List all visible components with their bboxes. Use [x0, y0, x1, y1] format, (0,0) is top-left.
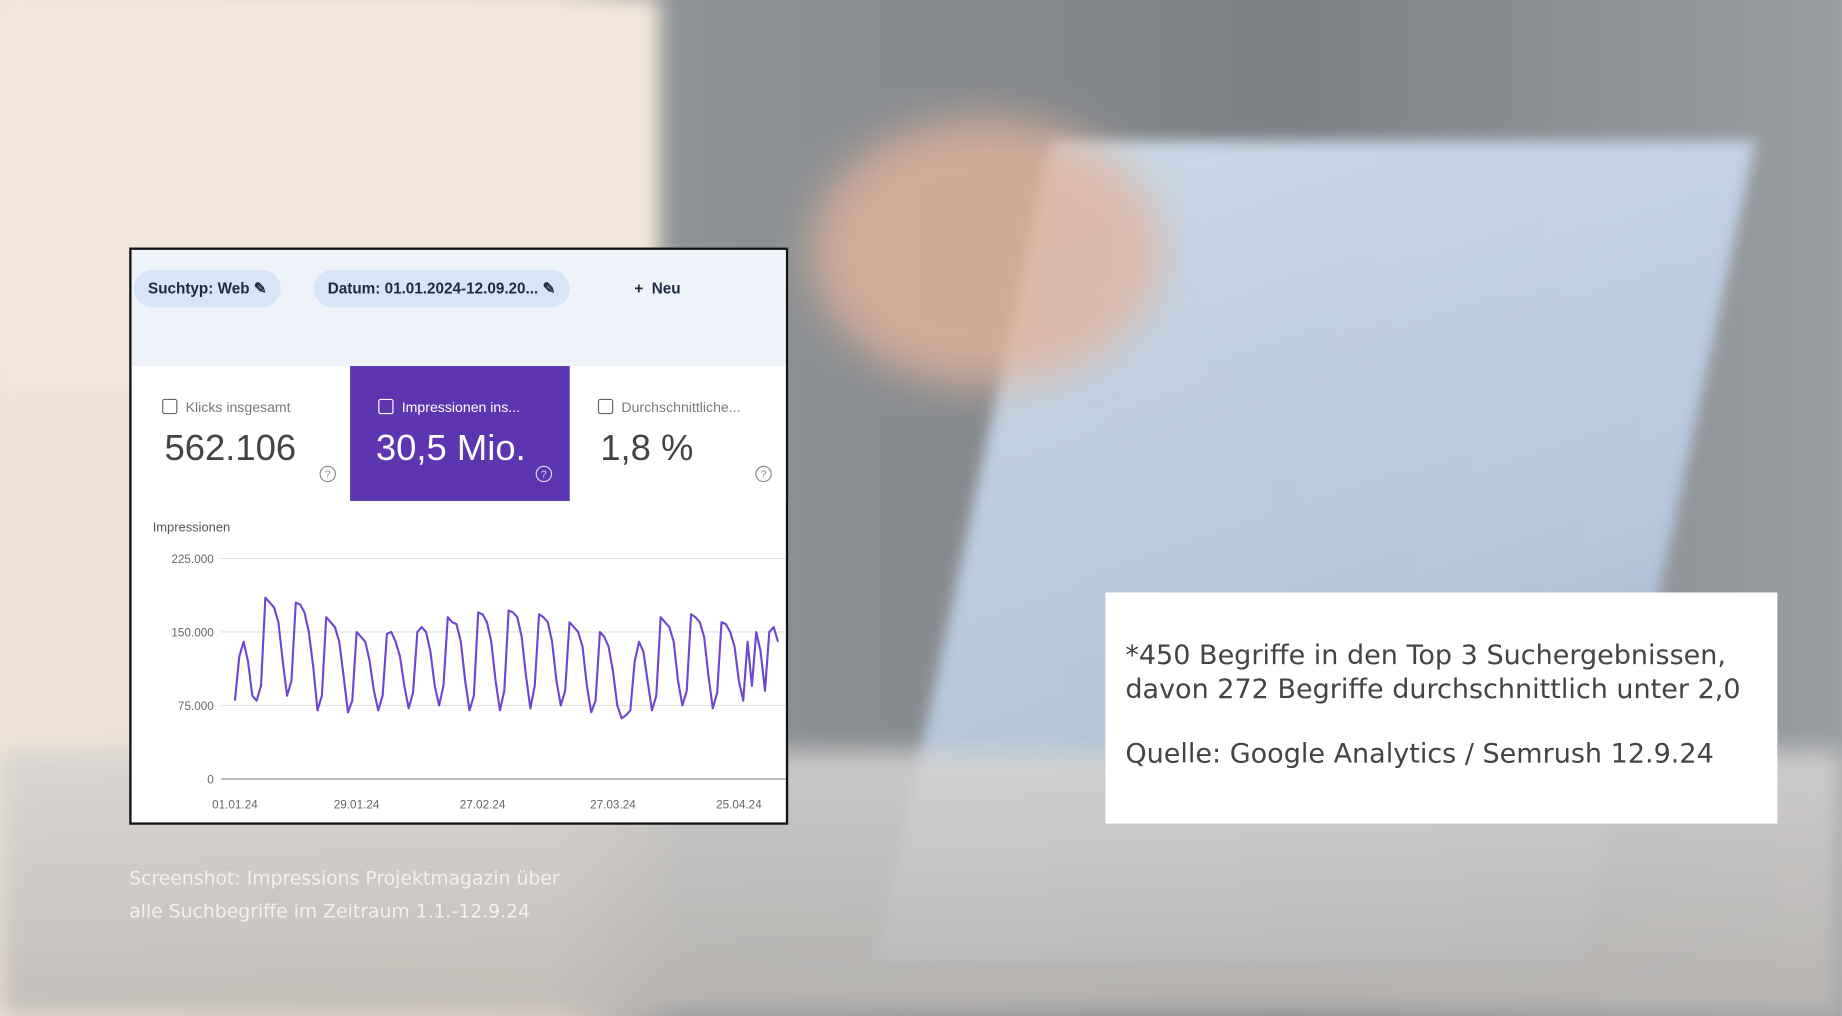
x-tick-label: 25.04.24 [716, 798, 762, 811]
slide: Suchtyp: Web ✎ Datum: 01.01.2024-12.09.2… [0, 0, 1842, 1016]
info-source: Quelle: Google Analytics / Semrush 12.9.… [1125, 739, 1713, 770]
chart: Impressionen 0 75.000 150.000 225.000 01.01.… [132, 506, 786, 823]
info-line: *450 Begriffe in den Top 3 Suchergebniss… [1125, 639, 1740, 673]
x-tick-label: 27.03.24 [590, 798, 636, 811]
screenshot: Suchtyp: Web ✎ Datum: 01.01.2024-12.09.2… [129, 248, 788, 825]
help-icon[interactable]: ? [320, 466, 336, 482]
help-icon[interactable]: ? [536, 466, 552, 482]
data-line [235, 598, 778, 719]
info-box: *450 Begriffe in den Top 3 Suchergebniss… [1105, 592, 1777, 823]
filter-chip[interactable]: Datum: 01.01.2024-12.09.20... ✎ [314, 270, 570, 308]
metric-label: Klicks insgesamt [186, 399, 291, 415]
metric-value: 30,5 Mio. [376, 427, 526, 469]
metric-value: 1,8 % [600, 427, 693, 469]
filter-text: Suchtyp: Web [148, 279, 250, 297]
x-tick-label: 01.01.24 [212, 798, 258, 811]
metric-value: 562.106 [164, 427, 296, 469]
filter-chip[interactable]: Suchtyp: Web ✎ [134, 270, 281, 308]
y-tick-label: 75.000 [178, 700, 214, 713]
y-axis-title: Impressionen [153, 519, 231, 534]
metric-card[interactable]: Durchschnittliche... 1,8 % ? [570, 366, 786, 501]
x-tick-label: 29.01.24 [334, 798, 380, 811]
caption: Screenshot: Impressions Projektmagazin ü… [129, 862, 559, 928]
page: Suchtyp: Web ✎ Datum: 01.01.2024-12.09.2… [0, 0, 1842, 1016]
info-text: *450 Begriffe in den Top 3 Suchergebniss… [1125, 639, 1740, 707]
metric-label: Impressionen ins... [402, 399, 520, 415]
new-text: Neu [652, 279, 681, 297]
new-filter[interactable]: + Neu [634, 270, 680, 308]
x-tick-label: 27.02.24 [460, 798, 506, 811]
caption-line: Screenshot: Impressions Projektmagazin ü… [129, 862, 559, 895]
y-tick-label: 225.000 [171, 553, 214, 566]
y-tick-label: 150.000 [171, 627, 214, 640]
checkbox [162, 399, 177, 414]
checkbox [378, 399, 393, 414]
checkbox [598, 399, 613, 414]
y-tick-label: 0 [207, 774, 214, 787]
filter-text: Datum: 01.01.2024-12.09.20... [328, 279, 539, 297]
metric-card-selected[interactable]: Impressionen ins... 30,5 Mio. ? [350, 366, 570, 501]
bg-hand [811, 117, 1163, 387]
metric-card[interactable]: Klicks insgesamt 562.106 ? [134, 366, 350, 501]
info-line: davon 272 Begriffe durchschnittlich unte… [1125, 673, 1740, 707]
help-icon[interactable]: ? [755, 466, 771, 482]
metric-label: Durchschnittliche... [621, 399, 740, 415]
filter-bar [132, 250, 786, 366]
caption-line: alle Suchbegriffe im Zeitraum 1.1.-12.9.… [129, 895, 559, 928]
